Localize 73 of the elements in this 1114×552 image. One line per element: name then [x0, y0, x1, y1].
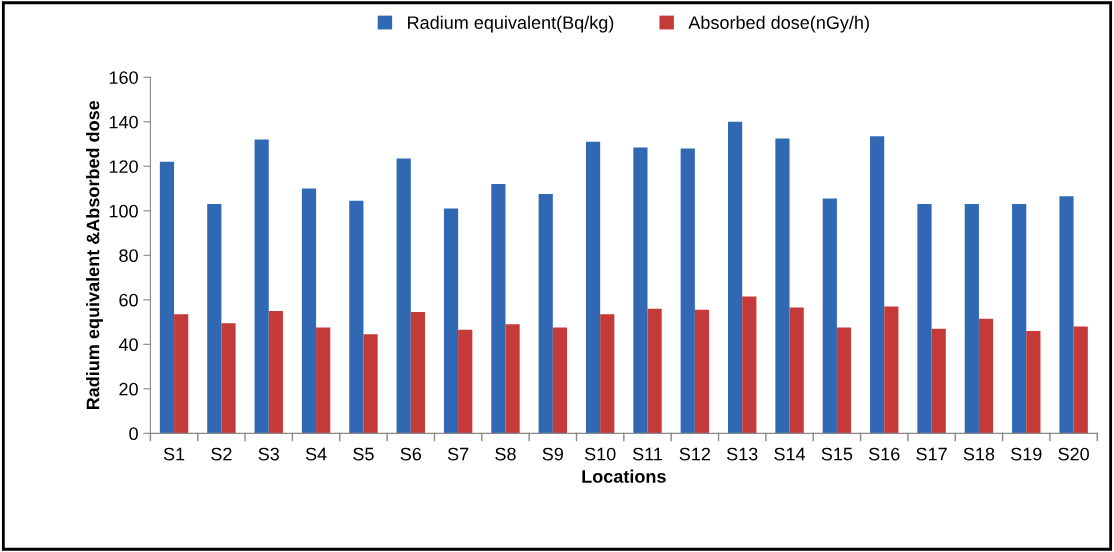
x-tick-label: S19	[1011, 447, 1042, 461]
x-tick-label: S10	[584, 447, 616, 461]
y-tick-label: 140	[109, 115, 138, 129]
bar	[221, 323, 236, 434]
bar	[301, 188, 317, 434]
bar	[742, 296, 757, 434]
x-tick-label: S13	[726, 447, 758, 461]
x-tick-label: S14	[774, 447, 806, 461]
y-tick-label: 120	[109, 160, 138, 174]
bar	[822, 198, 837, 434]
y-tick-label: 80	[119, 249, 138, 263]
bar	[349, 200, 364, 434]
x-tick-label: S8	[495, 447, 516, 461]
x-axis-title: Locations	[582, 469, 666, 483]
bar	[775, 138, 790, 434]
x-tick-label: S6	[400, 447, 422, 461]
bar	[931, 328, 946, 434]
x-tick-label: S9	[542, 447, 564, 461]
bar	[410, 312, 425, 434]
x-tick-label: S20	[1058, 447, 1089, 461]
y-tick-label: 0	[129, 427, 138, 441]
x-tick-label: S11	[632, 447, 663, 461]
bar	[585, 141, 601, 434]
bar	[884, 306, 899, 434]
bar	[443, 208, 459, 434]
bar	[1012, 204, 1027, 434]
bar	[647, 308, 662, 434]
bar	[159, 161, 175, 434]
y-axis-title: Radium equivalent &Absorbed dose	[86, 100, 103, 410]
bar	[491, 184, 506, 434]
x-tick-label: S4	[305, 447, 327, 461]
bar	[538, 194, 553, 434]
bar	[268, 310, 283, 434]
bar	[917, 204, 932, 434]
bar	[505, 324, 520, 434]
bar	[174, 314, 189, 434]
bar	[1073, 326, 1088, 434]
x-tick-label: S3	[258, 447, 279, 461]
y-tick-label: 100	[109, 204, 138, 218]
x-tick-label: S7	[447, 447, 469, 461]
y-tick-label: 20	[119, 382, 138, 396]
bar	[207, 204, 222, 434]
bar	[978, 318, 994, 434]
x-tick-label: S18	[963, 447, 995, 461]
bar	[1026, 330, 1041, 434]
x-tick-label: S16	[869, 447, 900, 461]
x-tick-label: S15	[821, 447, 853, 461]
bar	[694, 309, 710, 434]
bar	[552, 327, 568, 434]
x-tick-label: S2	[211, 447, 232, 461]
y-tick-label: 60	[119, 293, 138, 307]
legend-label: Radium equivalent(Bq/kg)	[408, 15, 614, 33]
x-tick-label: S12	[679, 447, 711, 461]
bar	[316, 327, 331, 434]
bar	[680, 148, 695, 434]
bar	[458, 329, 473, 434]
bar	[633, 147, 648, 434]
bar	[870, 136, 885, 434]
bar	[396, 158, 411, 434]
bar	[728, 121, 743, 434]
bar	[1059, 196, 1074, 434]
y-tick-label: 40	[118, 338, 138, 352]
bar	[600, 314, 615, 434]
bar	[836, 327, 852, 434]
legend-label: Absorbed dose(nGy/h)	[688, 15, 869, 33]
bar	[964, 204, 979, 434]
y-tick-label: 160	[109, 71, 138, 84]
x-tick-label: S5	[353, 447, 374, 461]
x-tick-label: S17	[916, 447, 947, 461]
bar	[363, 334, 378, 434]
x-tick-label: S1	[163, 447, 185, 461]
bar	[789, 307, 804, 434]
bar	[254, 139, 269, 434]
